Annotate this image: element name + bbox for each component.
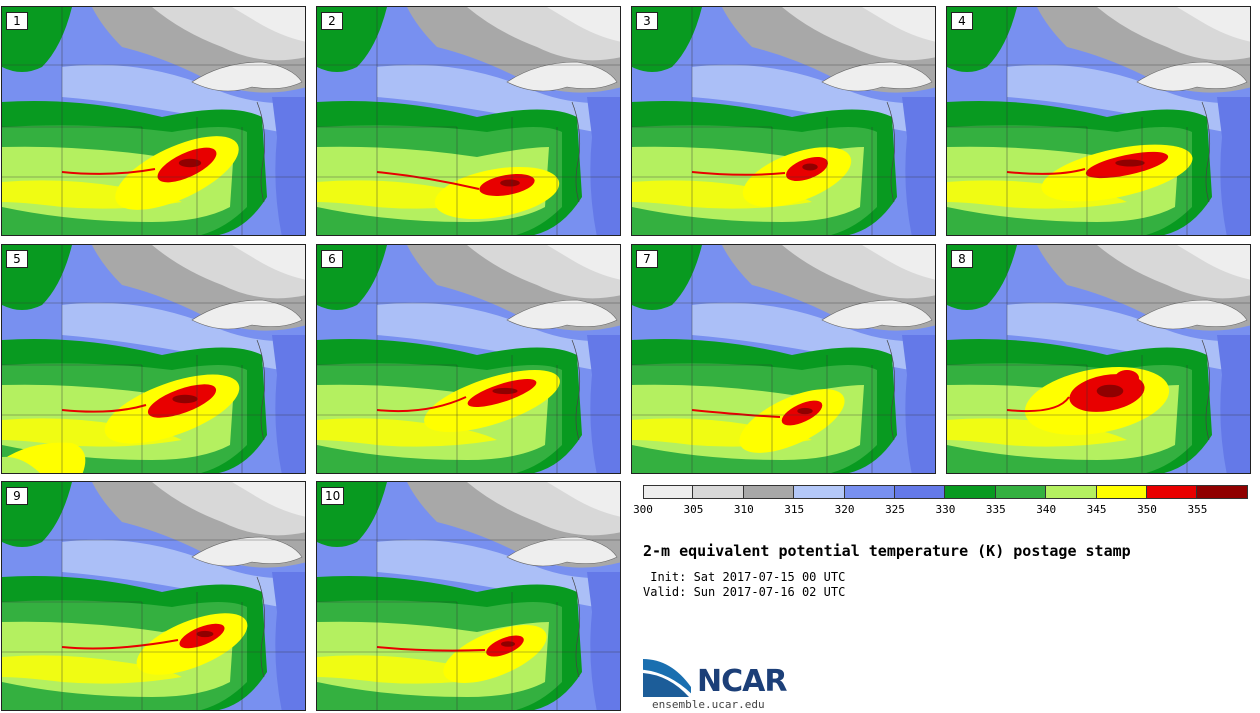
colorbar-tick-label: 315 bbox=[784, 503, 805, 516]
theta-e-map bbox=[947, 7, 1250, 235]
colorbar-swatch bbox=[1096, 485, 1147, 499]
theta-e-map bbox=[317, 7, 620, 235]
colorbar-tick-label: 300 bbox=[633, 503, 653, 516]
theta-e-map bbox=[2, 245, 305, 473]
colorbar-swatch bbox=[643, 485, 694, 499]
postage-stamp-map-9: 9 bbox=[1, 481, 306, 711]
postage-stamp-map-7: 7 bbox=[631, 244, 936, 474]
colorbar-swatch bbox=[1046, 485, 1097, 499]
colorbar-swatch bbox=[895, 485, 946, 499]
member-label: 1 bbox=[6, 12, 28, 30]
postage-stamp-map-4: 4 bbox=[946, 6, 1251, 236]
colorbar-tick-label: 330 bbox=[935, 503, 956, 516]
colorbar-swatch bbox=[995, 485, 1047, 499]
theta-e-map bbox=[317, 245, 620, 473]
colorbar-tick-label: 305 bbox=[683, 503, 704, 516]
colorbar-swatch bbox=[794, 485, 845, 499]
colorbar-tick-label: 325 bbox=[885, 503, 905, 516]
colorbar-swatch bbox=[1197, 485, 1248, 499]
colorbar-swatch bbox=[844, 485, 895, 499]
member-label: 7 bbox=[636, 250, 658, 268]
colorbar-tick-label: 355 bbox=[1187, 503, 1208, 516]
theta-e-map bbox=[947, 245, 1250, 473]
colorbar-tick-label: 310 bbox=[733, 503, 754, 516]
member-label: 9 bbox=[6, 487, 28, 505]
colorbar-tick-label: 350 bbox=[1137, 503, 1157, 516]
postage-stamp-map-5: 5 bbox=[1, 244, 306, 474]
postage-stamp-map-1: 1 bbox=[1, 6, 306, 236]
postage-stamp-map-6: 6 bbox=[316, 244, 621, 474]
theta-e-map bbox=[632, 245, 935, 473]
member-label: 6 bbox=[321, 250, 343, 268]
member-label: 4 bbox=[951, 12, 973, 30]
theta-e-map bbox=[317, 482, 620, 710]
postage-stamp-map-8: 8 bbox=[946, 244, 1251, 474]
member-label: 3 bbox=[636, 12, 658, 30]
colorbar-tick-label: 320 bbox=[834, 503, 855, 516]
postage-stamp-map-3: 3 bbox=[631, 6, 936, 236]
colorbar-swatch bbox=[693, 485, 744, 499]
colorbar-swatch bbox=[1147, 485, 1198, 499]
ensemble-url: ensemble.ucar.edu bbox=[652, 698, 765, 711]
theta-e-map bbox=[2, 7, 305, 235]
colorbar-tick-label: 335 bbox=[985, 503, 1006, 516]
colorbar-tick-label: 345 bbox=[1086, 503, 1107, 516]
chart-title: 2-m equivalent potential temperature (K)… bbox=[643, 542, 1131, 560]
colorbar-swatch bbox=[743, 485, 795, 499]
member-label: 10 bbox=[321, 487, 345, 505]
member-label: 2 bbox=[321, 12, 343, 30]
colorbar-swatch bbox=[945, 485, 996, 499]
ncar-logo-icon bbox=[643, 659, 692, 697]
ncar-wordmark: NCAR bbox=[697, 664, 787, 699]
postage-stamp-map-2: 2 bbox=[316, 6, 621, 236]
colorbar-tick-label: 340 bbox=[1036, 503, 1057, 516]
theta-e-map bbox=[632, 7, 935, 235]
init-time: Init: Sat 2017-07-15 00 UTC bbox=[643, 570, 846, 584]
member-label: 8 bbox=[951, 250, 973, 268]
theta-e-map bbox=[2, 482, 305, 710]
valid-time: Valid: Sun 2017-07-16 02 UTC bbox=[643, 585, 846, 599]
member-label: 5 bbox=[6, 250, 28, 268]
postage-stamp-map-10: 10 bbox=[316, 481, 621, 711]
